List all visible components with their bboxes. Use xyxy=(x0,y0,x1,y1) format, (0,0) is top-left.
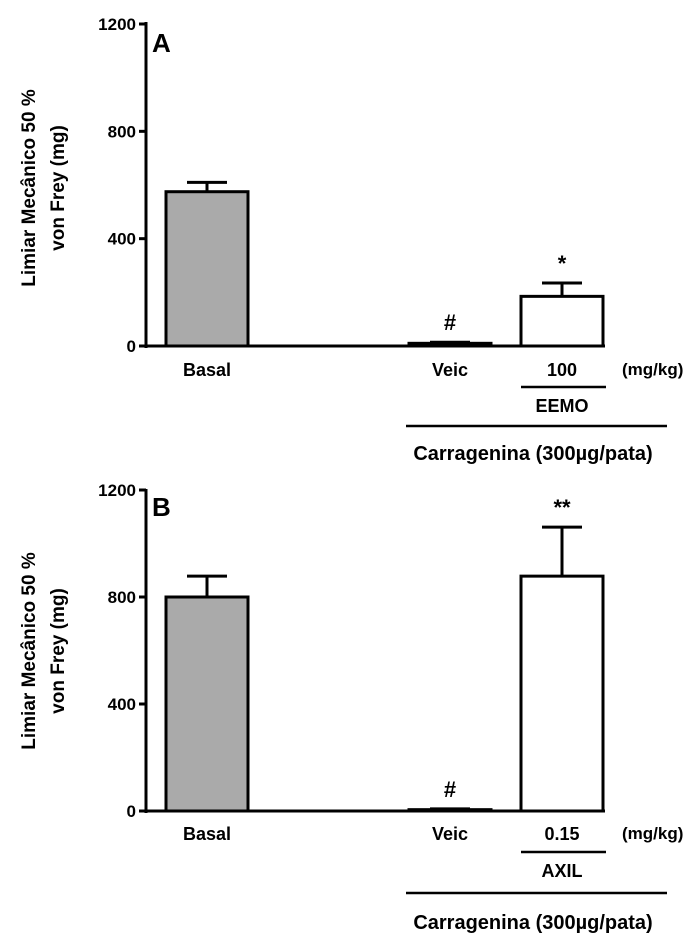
y-axis-title: Limiar Mecânico 50 % von Frey (mg) xyxy=(19,89,69,287)
y-tick-label: 800 xyxy=(108,122,136,141)
panel-a: A Limiar Mecânico 50 % von Frey (mg) 0 40… xyxy=(19,15,683,465)
y-tick-label: 1200 xyxy=(98,481,136,500)
group-label: AXIL xyxy=(541,861,582,881)
significance-mark: * xyxy=(558,251,567,276)
group-label: EEMO xyxy=(535,396,588,416)
bar xyxy=(407,341,493,348)
unit-label: (mg/kg) xyxy=(622,824,683,843)
x-tick-label: Basal xyxy=(183,824,231,844)
panel-b: B Limiar Mecânico 50 % von Frey (mg) 0 40… xyxy=(19,481,683,934)
x-tick-label: Veic xyxy=(432,360,468,380)
y-tick-label: 800 xyxy=(108,588,136,607)
x-tick-label: 100 xyxy=(547,360,577,380)
panel-label: B xyxy=(152,492,171,522)
bar xyxy=(164,190,250,348)
y-axis-title-line2: von Frey (mg) xyxy=(48,125,69,251)
y-tick-label: 400 xyxy=(108,695,136,714)
significance-mark: # xyxy=(444,777,456,802)
bar xyxy=(407,808,493,813)
y-tick-label: 0 xyxy=(127,337,136,356)
y-axis-title-line1: Limiar Mecânico 50 % xyxy=(19,552,40,750)
bar xyxy=(519,574,605,813)
y-axis-title-line2: von Frey (mg) xyxy=(48,588,69,714)
bar xyxy=(519,294,605,348)
panel-label: A xyxy=(152,28,171,58)
treatment-label: Carragenina (300µg/pata) xyxy=(413,912,652,934)
x-tick-label: 0.15 xyxy=(544,824,579,844)
x-tick-label: Basal xyxy=(183,360,231,380)
significance-mark: # xyxy=(444,310,456,335)
y-tick-label: 1200 xyxy=(98,15,136,34)
significance-mark: ** xyxy=(553,495,571,520)
y-axis-title-line1: Limiar Mecânico 50 % xyxy=(19,89,40,287)
y-axis-title: Limiar Mecânico 50 % von Frey (mg) xyxy=(19,552,69,750)
bar xyxy=(164,595,250,813)
y-tick-label: 400 xyxy=(108,230,136,249)
y-tick-label: 0 xyxy=(127,802,136,821)
treatment-label: Carragenina (300µg/pata) xyxy=(413,443,652,465)
unit-label: (mg/kg) xyxy=(622,360,683,379)
x-tick-label: Veic xyxy=(432,824,468,844)
